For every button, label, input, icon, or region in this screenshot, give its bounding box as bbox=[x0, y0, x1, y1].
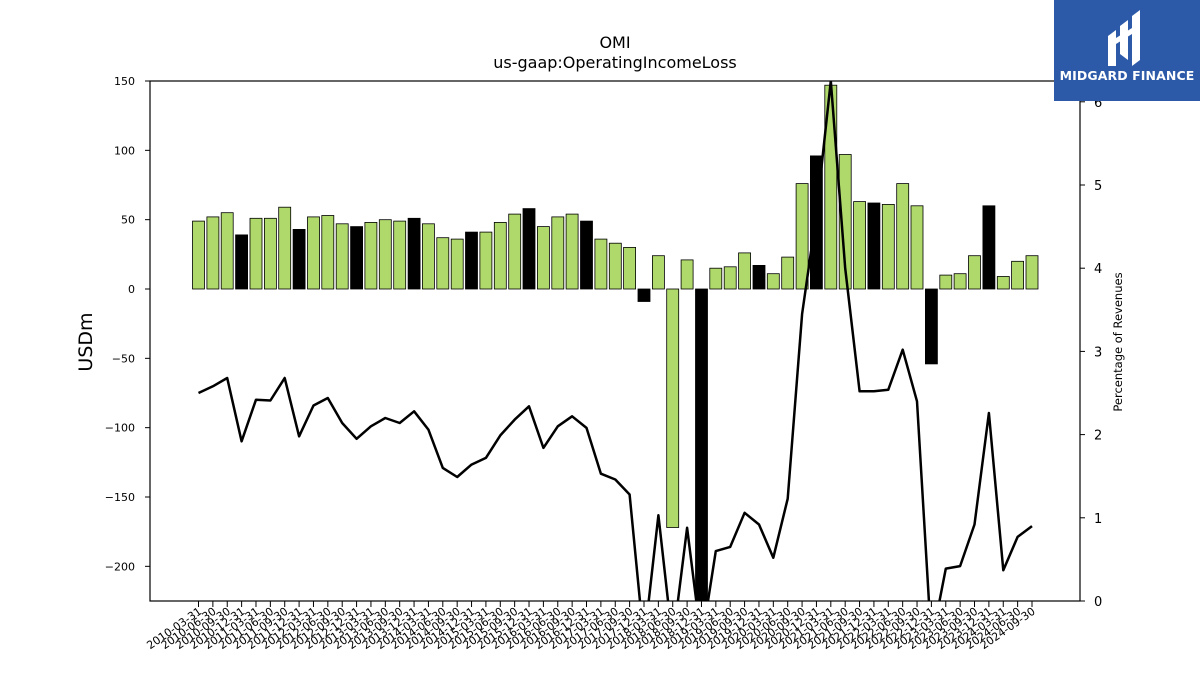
bar bbox=[939, 274, 953, 290]
bar bbox=[925, 288, 938, 365]
bar bbox=[421, 223, 435, 290]
bar bbox=[551, 216, 565, 290]
midgard-logo-icon bbox=[1108, 10, 1140, 66]
y2-tick-label: 4 bbox=[1094, 262, 1102, 277]
bar bbox=[364, 221, 378, 290]
bar bbox=[278, 206, 292, 290]
bar bbox=[594, 238, 608, 290]
bar bbox=[910, 205, 924, 290]
bar bbox=[350, 226, 364, 290]
y-tick-label: 150 bbox=[114, 75, 135, 88]
y-tick-label: 50 bbox=[121, 214, 135, 227]
bar bbox=[465, 231, 478, 290]
bar bbox=[652, 255, 665, 290]
bar bbox=[307, 216, 320, 290]
y-tick-label: 0 bbox=[128, 283, 135, 296]
y2-tick-label: 3 bbox=[1094, 345, 1102, 360]
bar bbox=[738, 252, 751, 290]
bar bbox=[580, 220, 593, 290]
y2-tick-label: 2 bbox=[1094, 429, 1102, 444]
y-axis-label: USDm bbox=[75, 312, 97, 371]
bar bbox=[321, 215, 335, 290]
y-tick-label: 100 bbox=[114, 144, 135, 157]
bar bbox=[335, 223, 349, 290]
bar bbox=[235, 234, 249, 290]
series-line bbox=[197, 81, 1033, 601]
bar bbox=[781, 256, 795, 290]
logo-text: MIDGARD FINANCE bbox=[1059, 68, 1195, 83]
bar bbox=[220, 212, 234, 290]
bar bbox=[853, 201, 866, 290]
y-tick-label: −200 bbox=[105, 560, 135, 573]
y2-axis-label: Percentage of Revenues bbox=[1111, 272, 1125, 411]
bar bbox=[752, 264, 766, 290]
bar bbox=[537, 226, 550, 290]
bar bbox=[766, 273, 780, 290]
bar bbox=[493, 221, 507, 290]
bar bbox=[407, 217, 421, 290]
bar bbox=[982, 205, 996, 290]
chart-title: OMI bbox=[599, 33, 630, 52]
bar bbox=[637, 288, 651, 302]
bar bbox=[996, 276, 1010, 290]
y-tick-label: −150 bbox=[105, 491, 135, 504]
bar bbox=[206, 216, 220, 290]
bar bbox=[968, 255, 981, 290]
bar bbox=[522, 208, 536, 290]
bar bbox=[723, 266, 737, 290]
plot-frame bbox=[149, 80, 1081, 602]
bar bbox=[680, 259, 694, 290]
y2-tick-label: 0 bbox=[1094, 595, 1102, 610]
bar bbox=[508, 213, 522, 290]
bar bbox=[1011, 260, 1024, 290]
bar bbox=[479, 231, 493, 290]
y2-tick-label: 6 bbox=[1094, 96, 1102, 111]
bar bbox=[608, 242, 622, 290]
bar bbox=[795, 183, 809, 290]
chart-subtitle: us-gaap:OperatingIncomeLoss bbox=[493, 53, 737, 72]
y2-tick-label: 1 bbox=[1094, 512, 1102, 527]
bar bbox=[695, 288, 708, 602]
bar bbox=[565, 213, 579, 290]
bar bbox=[896, 183, 910, 290]
bar bbox=[378, 219, 392, 290]
bar bbox=[436, 237, 450, 290]
bar bbox=[953, 273, 967, 290]
bar bbox=[249, 217, 263, 290]
y-tick-label: −50 bbox=[112, 352, 135, 365]
bar bbox=[1025, 255, 1039, 290]
bar bbox=[709, 267, 723, 290]
bar bbox=[838, 154, 852, 290]
bar bbox=[881, 203, 895, 290]
y2-tick-label: 5 bbox=[1094, 179, 1102, 194]
y-tick-label: −100 bbox=[105, 422, 135, 435]
bar bbox=[450, 238, 464, 290]
brand-logo: MIDGARD FINANCE bbox=[1054, 0, 1200, 101]
bar bbox=[666, 288, 680, 528]
bar bbox=[623, 246, 636, 290]
bar bbox=[292, 228, 306, 290]
bar bbox=[263, 217, 277, 290]
bar bbox=[393, 220, 407, 290]
bar bbox=[192, 220, 205, 290]
bar bbox=[867, 202, 881, 290]
